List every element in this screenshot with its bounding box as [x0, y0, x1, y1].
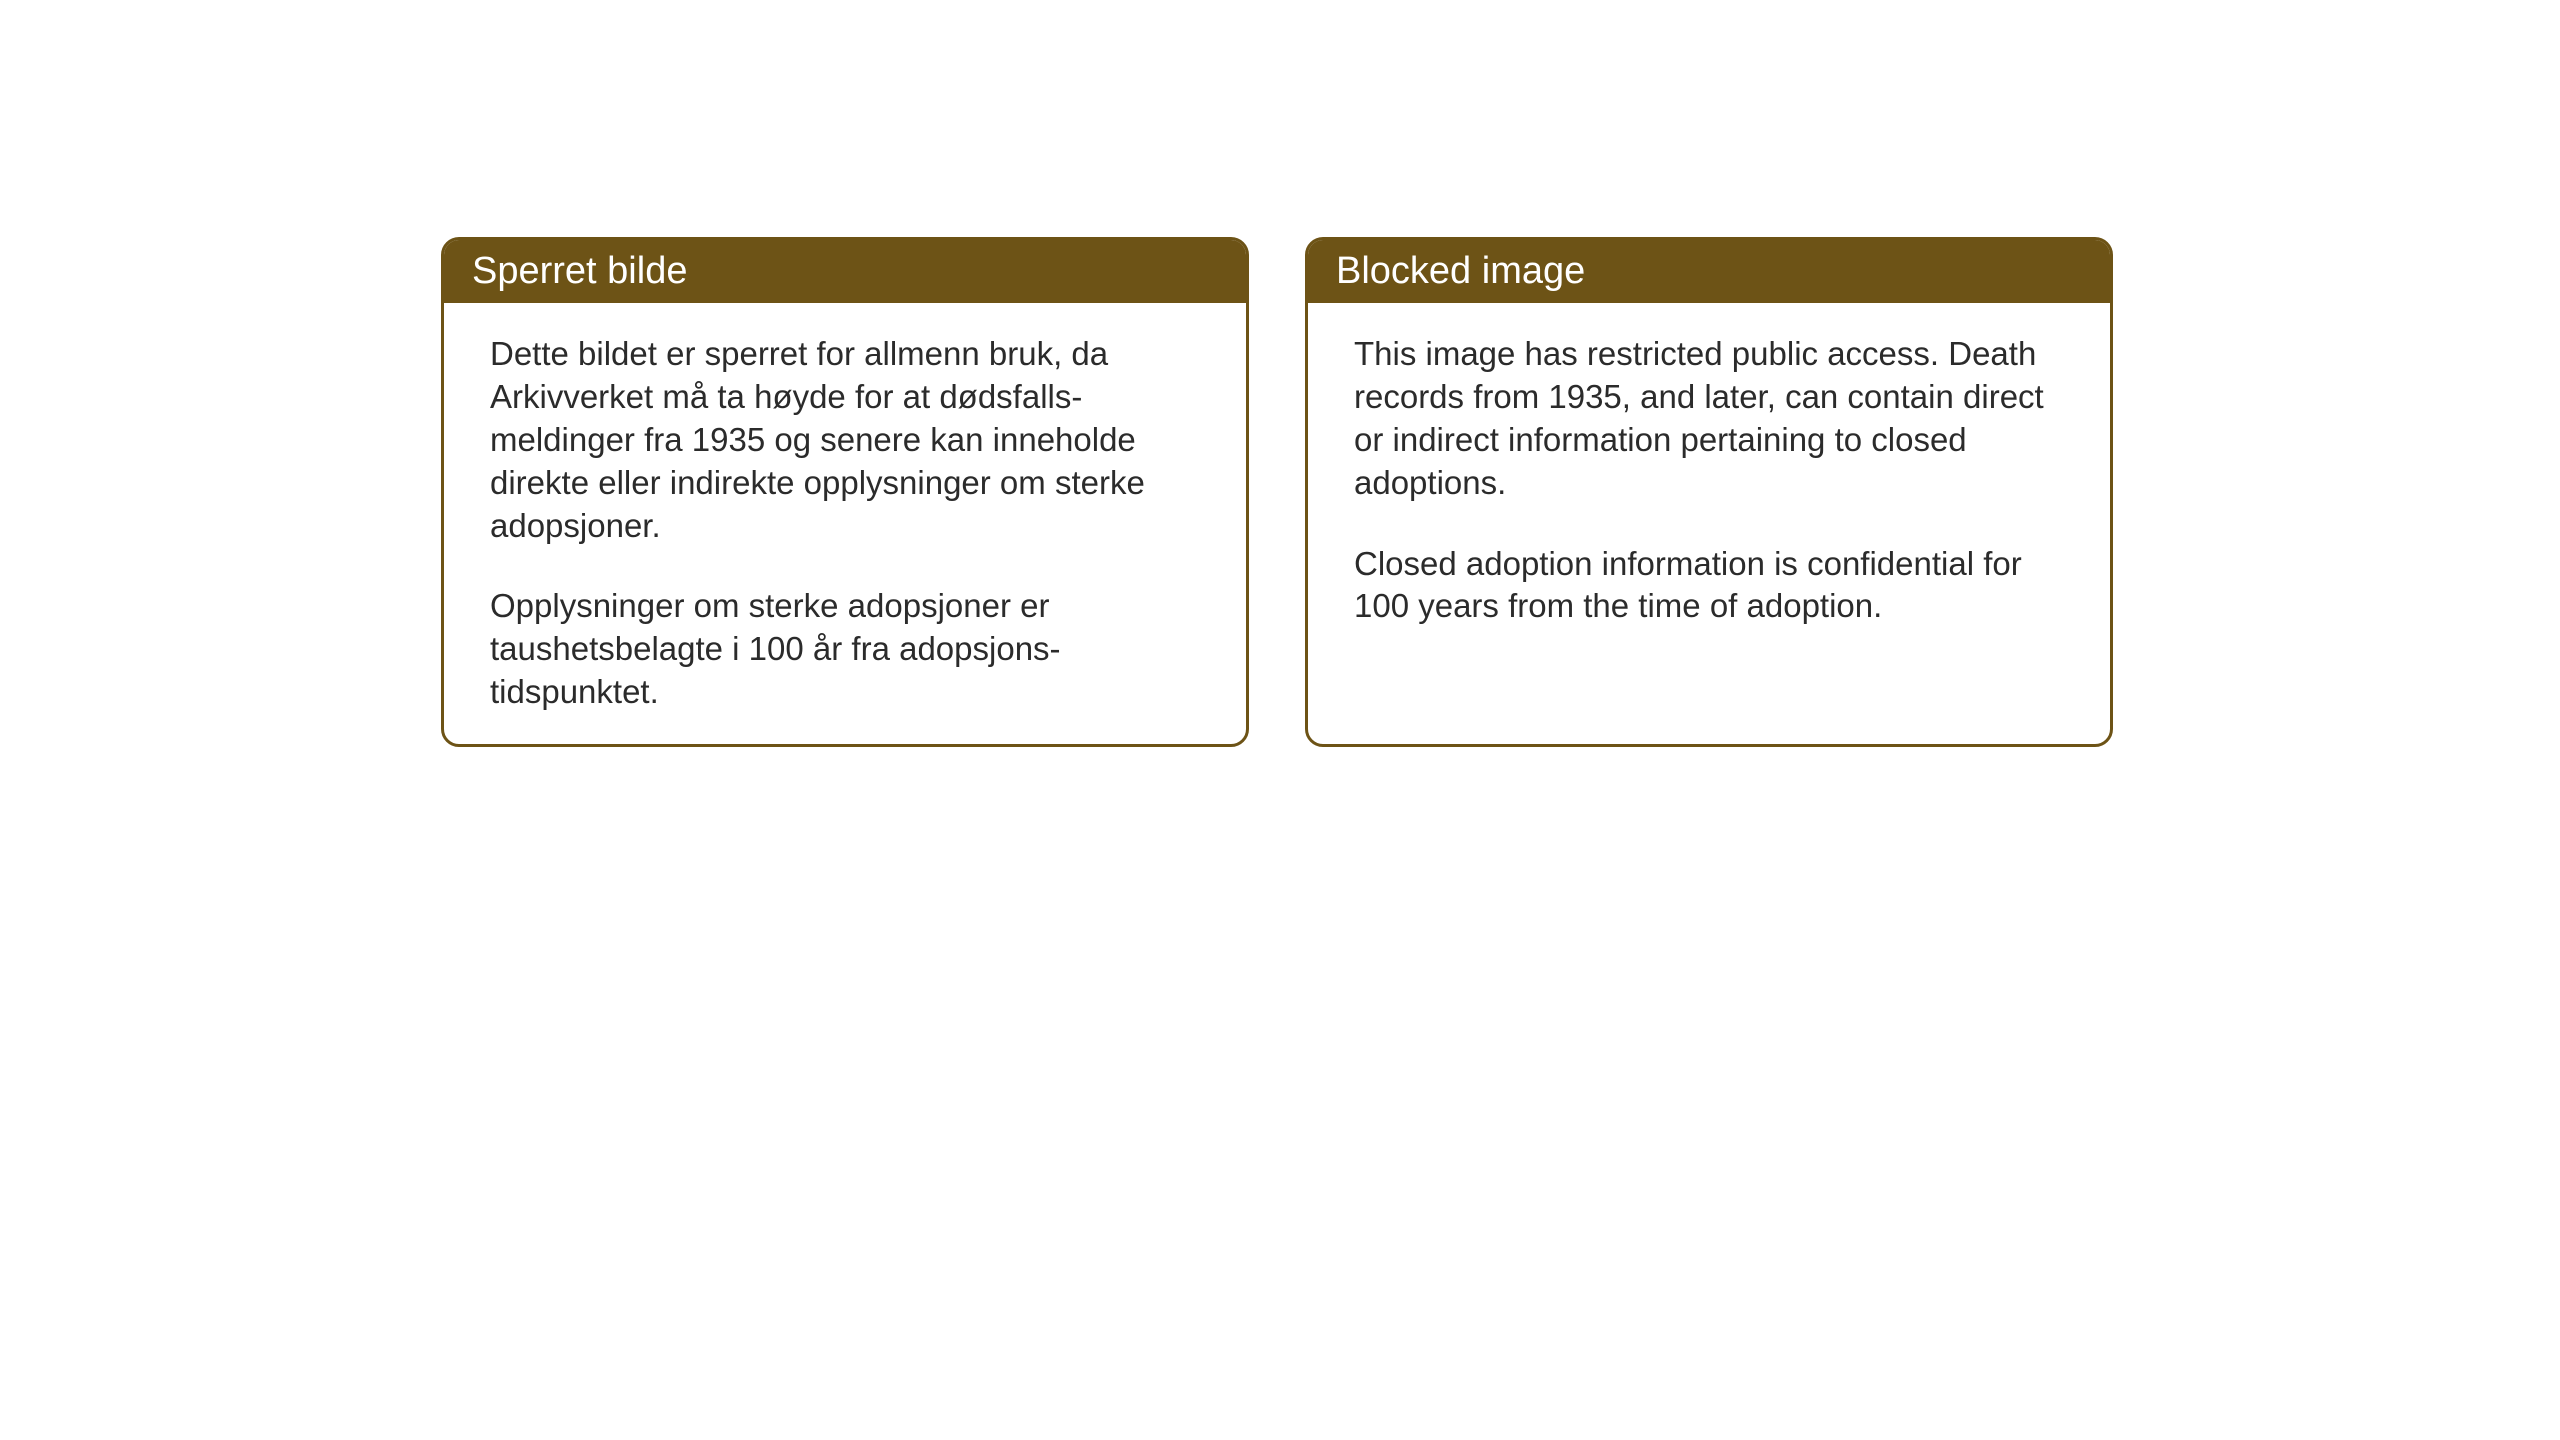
english-card-title: Blocked image: [1336, 250, 1585, 292]
norwegian-card-body: Dette bildet er sperret for allmenn bruk…: [444, 303, 1246, 744]
english-card: Blocked image This image has restricted …: [1305, 237, 2113, 747]
english-paragraph-2: Closed adoption information is confident…: [1354, 543, 2064, 629]
english-card-body: This image has restricted public access.…: [1308, 303, 2110, 658]
english-card-header: Blocked image: [1308, 240, 2110, 303]
norwegian-card-title: Sperret bilde: [472, 250, 687, 292]
norwegian-card: Sperret bilde Dette bildet er sperret fo…: [441, 237, 1249, 747]
norwegian-paragraph-1: Dette bildet er sperret for allmenn bruk…: [490, 333, 1200, 547]
norwegian-card-header: Sperret bilde: [444, 240, 1246, 303]
cards-container: Sperret bilde Dette bildet er sperret fo…: [441, 237, 2113, 747]
english-paragraph-1: This image has restricted public access.…: [1354, 333, 2064, 505]
norwegian-paragraph-2: Opplysninger om sterke adopsjoner er tau…: [490, 585, 1200, 714]
